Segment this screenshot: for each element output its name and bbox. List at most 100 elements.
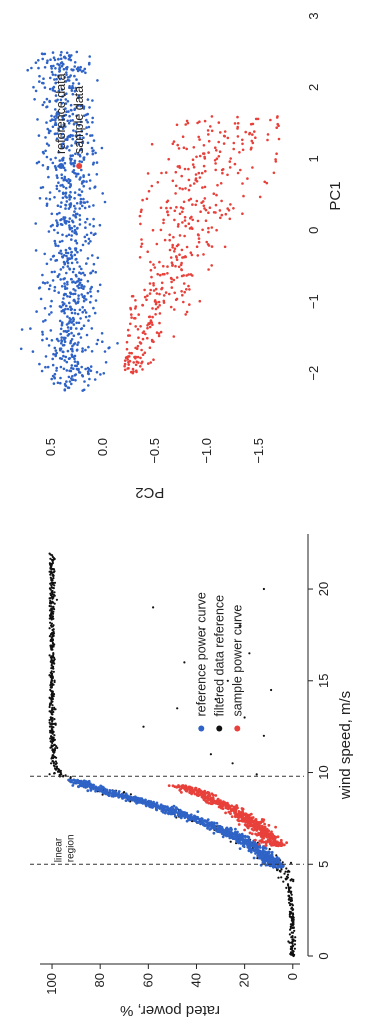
pca-sample-point xyxy=(162,294,166,297)
filtered-point xyxy=(290,896,293,899)
pca-reference-point xyxy=(76,284,79,288)
pca-reference-point xyxy=(73,74,76,78)
sample-point xyxy=(233,809,237,813)
pca-reference-point xyxy=(63,282,66,285)
outlier-point xyxy=(248,652,251,655)
pca-reference-point xyxy=(49,258,53,261)
pca-reference-point xyxy=(71,92,75,96)
pca-reference-point xyxy=(62,297,65,300)
reference-point xyxy=(219,828,223,832)
filtered-point xyxy=(289,899,292,902)
pca-reference-point xyxy=(45,337,49,340)
pca-sample-point xyxy=(174,170,178,174)
reference-point xyxy=(192,819,196,822)
pca-reference-point xyxy=(59,53,63,57)
pca-reference-point xyxy=(58,319,62,323)
pca-sample-point xyxy=(187,198,191,202)
pca-reference-point xyxy=(62,367,66,371)
pca-reference-point xyxy=(42,320,45,323)
pca-sample-point xyxy=(218,209,222,212)
pca-reference-point xyxy=(47,175,50,179)
pca-sample-point xyxy=(190,253,194,257)
pca-y-ticks: 0.5 0.0 −0.5 −1.0 −1.5 xyxy=(43,438,266,464)
pca-sample-point xyxy=(177,222,180,226)
pca-reference-point xyxy=(75,327,78,330)
pca-reference-point xyxy=(61,118,65,121)
pca-reference-point xyxy=(51,357,55,361)
reference-point xyxy=(198,817,202,821)
sample-point xyxy=(194,788,197,792)
reference-point xyxy=(238,835,242,839)
filtered-point xyxy=(48,654,51,657)
pca-sample-point xyxy=(188,288,191,291)
pca-reference-point xyxy=(63,262,66,266)
pca-reference-point xyxy=(48,100,51,104)
pca-reference-point xyxy=(84,71,87,75)
pca-sample-point xyxy=(157,300,161,304)
pca-reference-point xyxy=(58,77,62,81)
pca-reference-point xyxy=(58,189,61,193)
filtered-point xyxy=(48,635,52,638)
reference-point xyxy=(155,808,158,811)
pca-reference-point xyxy=(62,260,66,264)
sample-point xyxy=(219,805,223,809)
pca-reference-point xyxy=(72,287,75,291)
reference-point xyxy=(280,864,284,868)
pca-sample-point xyxy=(215,193,218,197)
pca-reference-point xyxy=(70,321,74,324)
pca-reference-point xyxy=(40,369,44,373)
reference-point xyxy=(251,848,255,852)
pca-reference-point xyxy=(63,122,66,126)
filtered-point xyxy=(49,686,52,689)
pca-reference-point xyxy=(85,262,88,265)
filtered-point xyxy=(52,610,55,613)
pca-reference-point xyxy=(87,237,91,241)
reference-point xyxy=(234,827,237,831)
filtered-point xyxy=(51,716,54,720)
pca-sample-point xyxy=(141,368,144,371)
reference-point xyxy=(202,819,206,823)
pca-reference-point xyxy=(68,54,71,57)
pca-reference-point xyxy=(59,184,62,187)
pca-sample-point xyxy=(157,334,161,338)
pca-sample-point xyxy=(222,134,226,138)
pca-sample-point xyxy=(248,132,251,136)
pca-sample-point xyxy=(253,130,256,133)
pca-reference-point xyxy=(50,67,54,70)
pca-sample-point xyxy=(158,292,161,296)
pca-sample-point xyxy=(148,292,152,295)
pca-sample-point xyxy=(141,303,144,307)
legend-label-sample: sample power curve xyxy=(230,605,244,717)
pca-sample-point xyxy=(162,264,165,268)
pca-reference-point xyxy=(37,134,41,137)
sample-point xyxy=(259,831,263,835)
pca-reference-point xyxy=(64,102,68,105)
filtered-point xyxy=(282,880,285,883)
reference-point xyxy=(261,855,265,859)
pca-reference-point xyxy=(59,327,63,331)
reference-point xyxy=(223,833,227,837)
pca-reference-point xyxy=(98,283,102,287)
pca-reference-point xyxy=(96,79,99,82)
filtered-point xyxy=(49,573,52,576)
sample-point xyxy=(201,795,205,799)
pca-reference-point xyxy=(64,186,68,190)
pca-sample-point xyxy=(169,256,173,259)
pca-reference-point xyxy=(41,330,44,334)
pca-reference-point xyxy=(71,229,74,233)
pca-reference-point xyxy=(82,299,86,303)
filtered-point xyxy=(290,906,293,909)
pca-reference-point xyxy=(53,346,57,350)
pca-reference-point xyxy=(82,158,86,161)
outlier-point xyxy=(255,773,258,776)
pca-reference-point xyxy=(41,81,44,85)
pca-reference-point xyxy=(89,271,92,275)
pca-sample-point xyxy=(236,135,240,138)
reference-point xyxy=(131,798,134,802)
pca-reference-point xyxy=(82,324,86,327)
pca-reference-point xyxy=(60,217,63,221)
pca-reference-point xyxy=(63,388,67,392)
filtered-point xyxy=(289,891,292,894)
pca-reference-point xyxy=(64,125,67,128)
reference-point xyxy=(180,813,183,817)
